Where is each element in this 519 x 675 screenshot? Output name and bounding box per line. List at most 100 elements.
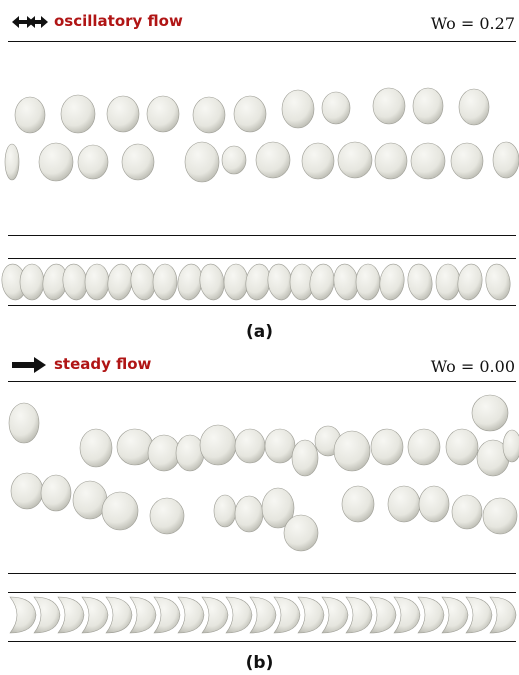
- cell: [146, 95, 180, 133]
- cell: [387, 485, 421, 523]
- cell: [106, 95, 140, 133]
- cell: [107, 263, 133, 301]
- cell: [19, 263, 45, 301]
- cell: [412, 87, 444, 125]
- cell: [153, 596, 181, 634]
- cell: [374, 142, 408, 180]
- cell: [199, 263, 225, 301]
- cell: [407, 263, 433, 301]
- right-arrow-icon: [12, 357, 46, 373]
- cell: [4, 143, 20, 181]
- cell: [418, 485, 450, 523]
- cell: [9, 596, 37, 634]
- cell: [457, 263, 483, 301]
- cells-side-view-b: [9, 596, 517, 634]
- side-view-wall-bottom: [8, 641, 516, 643]
- cell: [264, 428, 296, 464]
- cell: [177, 596, 205, 634]
- cell: [84, 263, 110, 301]
- cells-top-view-a: [4, 87, 519, 183]
- cell: [291, 439, 319, 477]
- channel-wall-bottom: [8, 573, 516, 575]
- cell: [441, 596, 469, 634]
- cell: [40, 474, 72, 512]
- cell: [435, 263, 461, 301]
- cell: [57, 596, 85, 634]
- cell: [81, 596, 109, 634]
- cell: [369, 596, 397, 634]
- cell: [175, 434, 205, 472]
- cell: [281, 89, 315, 129]
- cell: [33, 596, 61, 634]
- cell: [283, 514, 319, 552]
- cell: [451, 494, 483, 530]
- cell: [370, 428, 404, 466]
- cell: [321, 91, 351, 125]
- cell: [213, 494, 237, 528]
- cell: [249, 596, 277, 634]
- cell: [465, 596, 493, 634]
- cell: [221, 145, 247, 175]
- cell: [379, 263, 405, 301]
- womersley-number-label: Wo = 0.00: [430, 357, 515, 376]
- cell: [60, 94, 96, 134]
- cell: [14, 96, 46, 134]
- cell: [393, 596, 421, 634]
- cell: [333, 430, 371, 472]
- cell: [121, 143, 155, 181]
- cell: [492, 141, 519, 179]
- cell: [199, 424, 237, 466]
- cell: [234, 428, 266, 464]
- channel-wall-top: [8, 381, 516, 383]
- side-view-wall-top: [8, 258, 516, 260]
- cell: [489, 596, 517, 634]
- channel-wall-top: [8, 41, 516, 43]
- panel-caption: (b): [245, 653, 274, 673]
- flow-label: steady flow: [54, 355, 152, 373]
- cell: [38, 142, 74, 182]
- cell: [8, 402, 40, 444]
- cell: [184, 141, 220, 183]
- cell: [192, 96, 226, 134]
- cell: [116, 428, 154, 466]
- cell: [450, 142, 484, 180]
- cell: [201, 596, 229, 634]
- cell: [273, 596, 301, 634]
- cell: [410, 142, 446, 180]
- cell: [341, 485, 375, 523]
- side-view-wall-bottom: [8, 305, 516, 307]
- cell: [255, 141, 291, 179]
- cell: [152, 263, 178, 301]
- cell: [309, 263, 335, 301]
- cell: [458, 88, 490, 126]
- cell: [234, 495, 264, 533]
- channel-wall-bottom: [8, 235, 516, 237]
- cell: [482, 497, 518, 535]
- cell: [297, 596, 325, 634]
- cell: [502, 429, 519, 463]
- side-view-wall-top: [8, 592, 516, 594]
- womersley-number-label: Wo = 0.27: [430, 14, 515, 33]
- cell: [417, 596, 445, 634]
- panel-a: oscillatory flow Wo = 0.27 (a): [1, 12, 519, 342]
- cell: [261, 487, 295, 529]
- cells-side-view-a: [1, 263, 511, 301]
- cell: [101, 491, 139, 531]
- cell: [321, 596, 349, 634]
- cell: [10, 472, 44, 510]
- cell: [129, 596, 157, 634]
- cell: [301, 142, 335, 180]
- cell: [445, 428, 479, 466]
- panel-caption: (a): [245, 322, 273, 342]
- cells-top-view-b: [8, 394, 519, 552]
- cell: [225, 596, 253, 634]
- cell: [77, 144, 109, 180]
- cell: [233, 95, 267, 133]
- cell: [337, 141, 373, 179]
- cell: [105, 596, 133, 634]
- cell: [485, 263, 511, 301]
- flow-label: oscillatory flow: [54, 12, 183, 30]
- cell: [355, 263, 381, 301]
- cell: [407, 428, 441, 466]
- cell: [147, 434, 181, 472]
